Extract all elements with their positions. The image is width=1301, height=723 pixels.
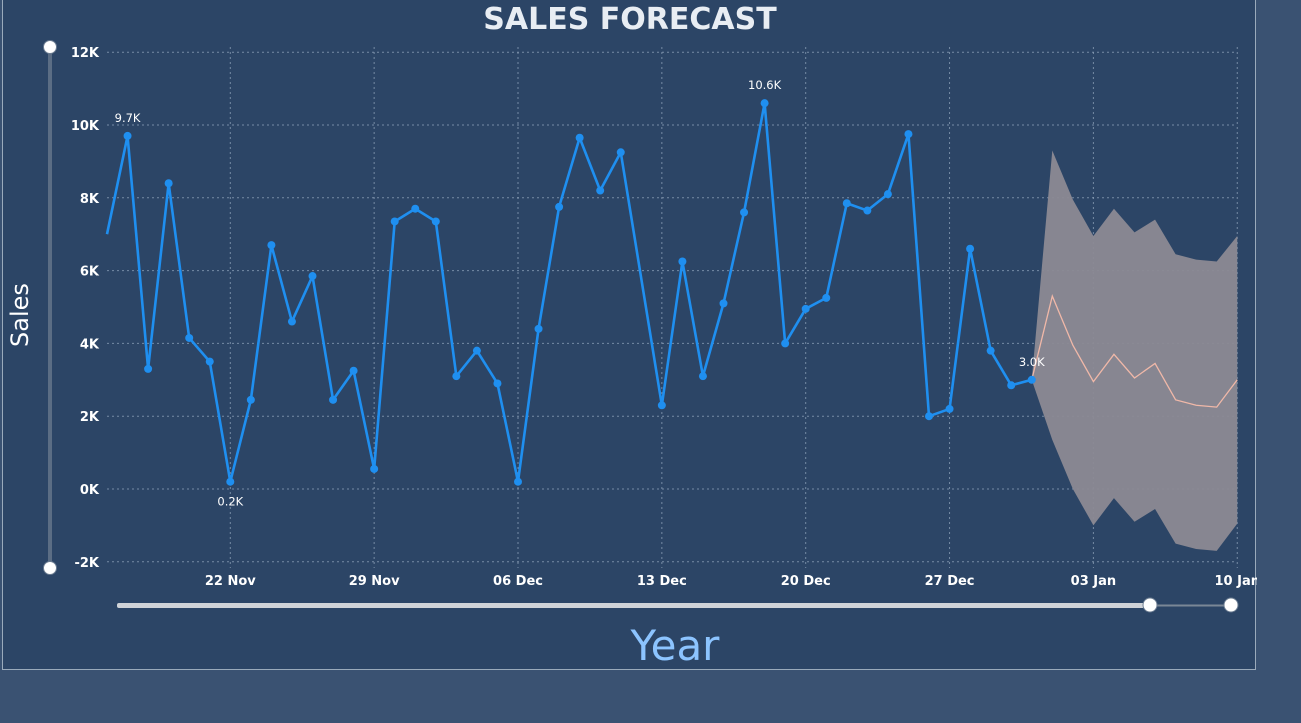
y-tick-label: 0K — [80, 483, 100, 498]
x-tick-label: 13 Dec — [637, 574, 687, 589]
actual-point[interactable] — [308, 272, 317, 281]
y-axis-title: Sales — [6, 283, 34, 347]
actual-point[interactable] — [719, 299, 728, 308]
chart-title: SALES FORECAST — [483, 2, 777, 37]
actual-point[interactable] — [431, 217, 440, 226]
actual-point[interactable] — [329, 395, 338, 404]
actual-point[interactable] — [246, 395, 255, 404]
actual-point[interactable] — [945, 404, 954, 413]
actual-point[interactable] — [472, 346, 481, 355]
x-tick-label: 10 Jan — [1215, 574, 1257, 589]
actual-point[interactable] — [555, 202, 564, 211]
y-tick-label: 12K — [71, 46, 100, 61]
y-zoom-slider[interactable] — [43, 40, 57, 575]
actual-point[interactable] — [164, 179, 173, 188]
actual-line — [105, 101, 1033, 484]
actual-point[interactable] — [370, 464, 379, 473]
y-tick-label: -2K — [74, 556, 99, 571]
x-tick-label: 03 Jan — [1071, 574, 1116, 589]
chart-visual: SALES FORECAST 12K 10K 8K 6K 4K 2K 0K -2K 22 No… — [2, 0, 1257, 670]
forecast-confidence-band — [1031, 150, 1238, 551]
actual-point[interactable] — [287, 317, 296, 326]
actual-point[interactable] — [986, 346, 995, 355]
x-zoom-unselected-track[interactable] — [1150, 604, 1232, 607]
actual-point[interactable] — [904, 130, 913, 139]
actual-point[interactable] — [657, 401, 666, 410]
actual-point[interactable] — [514, 477, 522, 486]
actual-point[interactable] — [925, 412, 933, 421]
confidence-band-area — [1031, 150, 1238, 551]
y-zoom-track[interactable] — [48, 47, 52, 568]
actual-point[interactable] — [698, 372, 707, 381]
x-tick-label: 20 Dec — [781, 574, 831, 589]
x-axis-ticks: 22 Nov 29 Nov 06 Dec 13 Dec 20 Dec 27 Dec 03 J… — [205, 574, 1257, 589]
actual-point[interactable] — [575, 133, 584, 142]
actual-point[interactable] — [205, 357, 214, 366]
y-tick-label: 6K — [80, 265, 100, 280]
y-zoom-handle-bottom[interactable] — [43, 561, 57, 575]
data-label: 10.6K — [748, 78, 782, 92]
x-tick-label: 27 Dec — [925, 574, 975, 589]
actual-point[interactable] — [123, 131, 132, 140]
y-zoom-handle-top[interactable] — [43, 40, 57, 54]
x-tick-label: 22 Nov — [205, 574, 256, 589]
x-zoom-slider[interactable] — [117, 597, 1239, 613]
data-labels: 9.7K 0.2K 10.6K 3.0K — [115, 78, 1045, 509]
y-tick-label: 10K — [71, 119, 100, 134]
sales-forecast-chart: SALES FORECAST 12K 10K 8K 6K 4K 2K 0K -2K 22 No… — [6, 2, 1257, 670]
y-tick-label: 8K — [80, 192, 100, 207]
actual-point[interactable] — [616, 148, 625, 157]
data-label: 3.0K — [1019, 355, 1045, 369]
forecast-series — [1031, 294, 1238, 408]
actual-point[interactable] — [801, 304, 810, 313]
actual-point[interactable] — [411, 204, 420, 213]
actual-point[interactable] — [822, 293, 831, 302]
data-label: 0.2K — [217, 495, 243, 509]
x-zoom-selected-track[interactable] — [117, 603, 1150, 608]
x-tick-label: 29 Nov — [349, 574, 400, 589]
actual-point[interactable] — [1007, 381, 1016, 390]
actual-point[interactable] — [349, 366, 358, 375]
actual-point[interactable] — [966, 244, 975, 253]
actual-point[interactable] — [781, 339, 790, 348]
x-axis-title: Year — [630, 621, 721, 670]
actual-point[interactable] — [452, 372, 461, 381]
actual-point[interactable] — [534, 324, 543, 333]
actual-point[interactable] — [493, 379, 502, 388]
actual-point[interactable] — [226, 477, 235, 486]
actual-point[interactable] — [740, 208, 749, 217]
actual-point[interactable] — [883, 190, 892, 199]
actual-point[interactable] — [842, 199, 851, 208]
y-axis-ticks: 12K 10K 8K 6K 4K 2K 0K -2K — [71, 46, 100, 571]
actual-point[interactable] — [596, 186, 605, 195]
x-zoom-handle-left[interactable] — [1142, 597, 1158, 613]
data-label: 9.7K — [115, 111, 141, 125]
actual-point[interactable] — [390, 217, 399, 226]
actual-point[interactable] — [760, 99, 769, 108]
actual-point[interactable] — [267, 241, 276, 250]
x-tick-label: 06 Dec — [493, 574, 543, 589]
actual-point[interactable] — [678, 257, 687, 266]
actual-point[interactable] — [863, 206, 872, 215]
actual-point[interactable] — [185, 333, 194, 342]
forecast-line — [1031, 294, 1238, 408]
y-tick-label: 2K — [80, 410, 100, 425]
actual-series — [105, 99, 1036, 486]
y-tick-label: 4K — [80, 337, 100, 352]
actual-point[interactable] — [144, 364, 153, 373]
actual-point[interactable] — [1027, 375, 1036, 384]
x-zoom-handle-right[interactable] — [1223, 597, 1239, 613]
